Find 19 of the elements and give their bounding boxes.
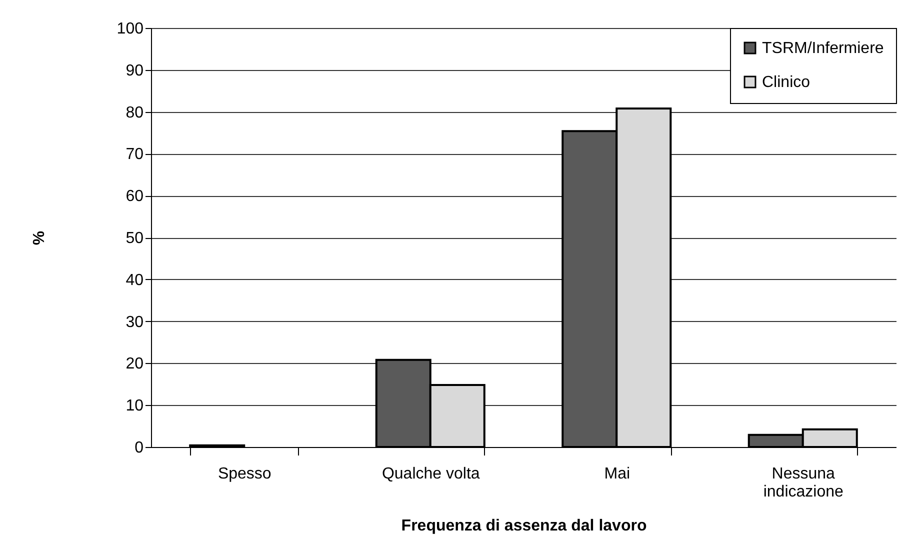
legend-label: TSRM/Infermiere <box>762 40 884 57</box>
y-tick-label: 50 <box>126 230 144 247</box>
y-tick-label: 90 <box>126 62 144 80</box>
x-tick-label: Qualche volta <box>382 466 480 482</box>
y-tick-label: 60 <box>126 188 144 206</box>
y-tick-label: 70 <box>126 146 144 164</box>
y-tick-label: 80 <box>126 104 144 122</box>
y-tick-label: 10 <box>126 398 144 415</box>
x-tick-label: Mai <box>604 466 630 482</box>
y-tick-label: 30 <box>126 314 144 331</box>
y-axis-title: % <box>30 230 48 246</box>
x-tick-label: Nessuna indicazione <box>763 466 844 500</box>
x-axis-title: Frequenza di assenza dal lavoro <box>401 518 647 534</box>
legend-label: Clinico <box>762 74 810 91</box>
y-tick-label: 20 <box>126 356 144 373</box>
x-tick-label: Spesso <box>218 466 272 482</box>
y-tick-label: 40 <box>126 272 144 289</box>
y-tick-label: 0 <box>134 440 144 456</box>
y-tick-label: 100 <box>116 20 144 38</box>
